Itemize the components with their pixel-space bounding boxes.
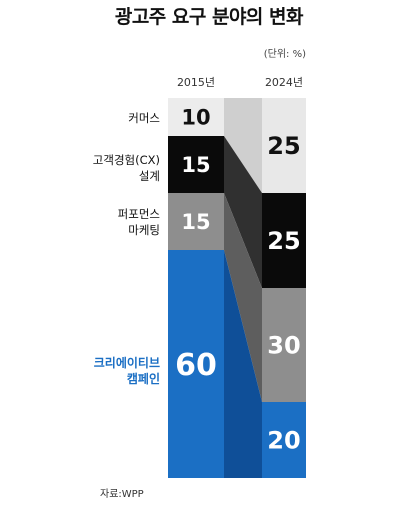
- value-label-commerce-2015: 10: [181, 106, 210, 130]
- value-label-commerce-2024: 25: [267, 132, 300, 160]
- category-label-cx-0: 고객경험(CX): [93, 153, 160, 167]
- category-label-performance-0: 퍼포먼스: [118, 207, 160, 221]
- category-label-creative-0: 크리에이티브: [94, 355, 160, 370]
- bar-cx-2024: [262, 193, 306, 288]
- unit-label: (단위: %): [263, 49, 306, 60]
- category-label-creative-1: 캠페인: [127, 371, 160, 386]
- category-label-cx-1: 설계: [139, 169, 160, 183]
- connector-creative: [224, 250, 262, 478]
- value-label-cx-2024: 25: [267, 227, 300, 255]
- bar-creative-2015: [168, 250, 224, 478]
- year-header-2015: 2015년: [177, 76, 215, 89]
- value-label-performance-2015: 15: [181, 210, 210, 234]
- value-label-creative-2015: 60: [175, 348, 217, 383]
- bar-performance-2024: [262, 288, 306, 402]
- source-label: 자료:WPP: [100, 489, 144, 500]
- chart-title: 광고주 요구 분야의 변화: [114, 6, 304, 28]
- connector-cx: [224, 136, 262, 288]
- value-label-performance-2024: 30: [267, 332, 300, 360]
- bar-commerce-2015: [168, 98, 224, 136]
- year-header-2024: 2024년: [265, 76, 303, 89]
- value-label-creative-2024: 20: [267, 427, 300, 455]
- bar-cx-2015: [168, 136, 224, 193]
- bar-commerce-2024: [262, 98, 306, 193]
- bar-performance-2015: [168, 193, 224, 250]
- category-label-performance-1: 마케팅: [128, 223, 160, 237]
- value-label-cx-2015: 15: [181, 153, 210, 177]
- bar-creative-2024: [262, 402, 306, 478]
- category-label-commerce-0: 커머스: [128, 111, 160, 125]
- connector-performance: [224, 193, 262, 402]
- connector-commerce: [224, 98, 262, 193]
